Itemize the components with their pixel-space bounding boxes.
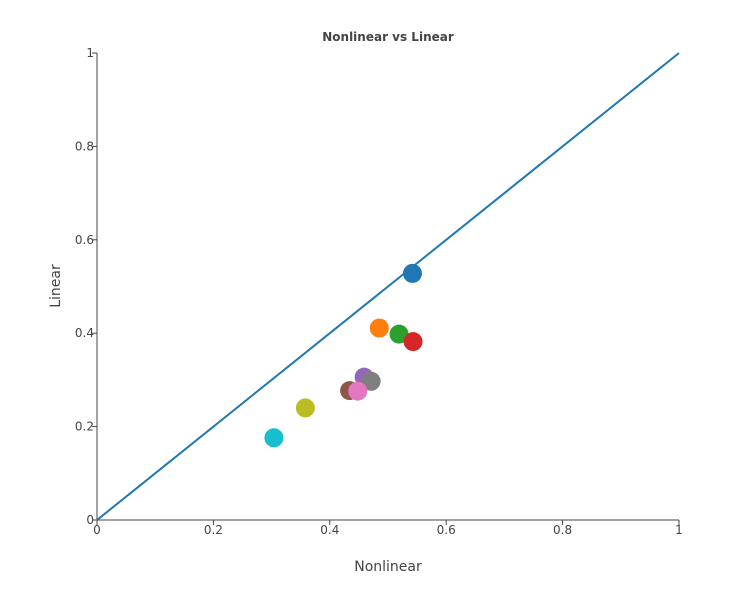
data-point-2[interactable] xyxy=(389,324,409,344)
x-axis-title: Nonlinear xyxy=(354,559,422,575)
x-axis-ticks: 0 0.2 0.4 0.6 0.8 1 xyxy=(93,520,683,537)
x-tick-label: 1 xyxy=(675,523,683,537)
y-tick-label: 0.4 xyxy=(75,326,94,340)
data-point-7[interactable] xyxy=(348,381,368,401)
x-tick-label: 0.2 xyxy=(204,523,223,537)
data-point-0[interactable] xyxy=(402,263,422,283)
reference-line-group xyxy=(96,52,680,521)
data-point-1[interactable] xyxy=(369,318,389,338)
reference-line xyxy=(96,52,680,521)
data-points xyxy=(264,263,423,448)
axes xyxy=(96,53,679,521)
x-tick-label: 0.4 xyxy=(320,523,339,537)
y-tick-label: 0 xyxy=(86,513,94,527)
chart-title: Nonlinear vs Linear xyxy=(322,30,454,44)
data-point-8[interactable] xyxy=(295,398,315,418)
data-point-5[interactable] xyxy=(361,371,381,391)
data-point-9[interactable] xyxy=(264,428,284,448)
y-axis-title: Linear xyxy=(48,264,64,308)
y-axis-ticks: 0 0.2 0.4 0.6 0.8 1 xyxy=(75,46,97,527)
y-tick-label: 1 xyxy=(86,46,94,60)
x-tick-label: 0.6 xyxy=(437,523,456,537)
x-tick-label: 0.8 xyxy=(553,523,572,537)
y-tick-label: 0.2 xyxy=(75,420,94,434)
y-tick-label: 0.6 xyxy=(75,233,94,247)
y-tick-label: 0.8 xyxy=(75,139,94,153)
x-tick-label: 0 xyxy=(93,523,101,537)
data-point-3[interactable] xyxy=(403,332,423,352)
